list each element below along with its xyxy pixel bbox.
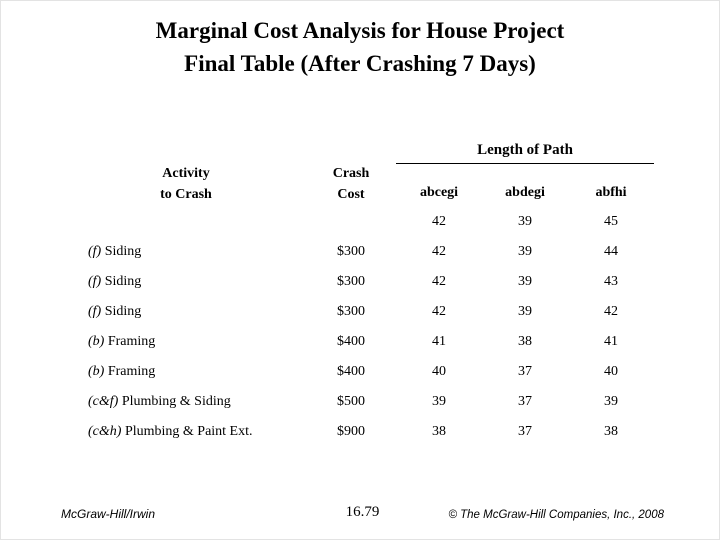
activity-name: Framing	[104, 334, 156, 349]
cost-cell: $400	[337, 364, 365, 379]
header-activity-line2: to Crash	[160, 187, 212, 202]
header-activity-line1: Activity	[162, 166, 210, 181]
activity-prefix: (f)	[88, 304, 102, 319]
activity-cell: (b) Framing	[66, 357, 306, 387]
path-cell: 42	[432, 304, 446, 319]
path-cell: 43	[604, 274, 618, 289]
header-cost-line1: Crash	[332, 166, 370, 181]
activity-prefix: (c&h)	[88, 424, 122, 439]
path-cell: 39	[518, 244, 532, 259]
path-cell: 42	[432, 244, 446, 259]
activity-prefix: (c&f)	[88, 394, 119, 409]
header-row-paths: abcegi abdegi abfhi	[66, 163, 654, 207]
path-cell: 39	[432, 394, 446, 409]
cost-cell: $300	[337, 304, 365, 319]
slide-title-line1: Marginal Cost Analysis for House Project	[155, 18, 565, 43]
path-cell: 39	[604, 394, 618, 409]
path-cell: 38	[604, 424, 618, 439]
header-path-abdegi: abdegi	[505, 185, 545, 200]
activity-name: Plumbing & Paint Ext.	[121, 424, 253, 439]
path-cell: 39	[518, 214, 532, 229]
activity-cell: (c&h) Plumbing & Paint Ext.	[66, 417, 306, 447]
table-row: (b) Framing $400 41 38 41	[66, 327, 654, 357]
cost-cell: $900	[337, 424, 365, 439]
activity-prefix: (f)	[88, 244, 102, 259]
activity-cell	[66, 207, 306, 237]
slide-footer: McGraw-Hill/Irwin 16.79 © The McGraw-Hil…	[61, 503, 664, 521]
path-cell: 40	[432, 364, 446, 379]
path-cell: 37	[518, 394, 532, 409]
slide-title: Marginal Cost Analysis for House Project…	[1, 1, 719, 81]
activity-cell: (f) Siding	[66, 237, 306, 267]
activity-name: Framing	[104, 364, 156, 379]
activity-cell: (b) Framing	[66, 327, 306, 357]
activity-prefix: (b)	[88, 364, 105, 379]
path-cell: 42	[432, 214, 446, 229]
page-number: 16.79	[345, 504, 380, 520]
activity-name: Siding	[101, 304, 142, 319]
path-cell: 37	[518, 424, 532, 439]
header-path-abfhi: abfhi	[595, 185, 627, 200]
cost-cell	[306, 207, 396, 237]
activity-name: Siding	[101, 274, 142, 289]
table-row: (f) Siding $300 42 39 43	[66, 267, 654, 297]
table-row: (b) Framing $400 40 37 40	[66, 357, 654, 387]
table-row: (f) Siding $300 42 39 44	[66, 237, 654, 267]
table-row: (c&f) Plumbing & Siding $500 39 37 39	[66, 387, 654, 417]
path-cell: 37	[518, 364, 532, 379]
header-row-group: Activity to Crash Crash Cost Length of P…	[66, 135, 654, 202]
path-cell: 41	[604, 334, 618, 349]
table-row: 42 39 45	[66, 207, 654, 237]
slide-title-line2: Final Table (After Crashing 7 Days)	[184, 51, 536, 77]
activity-name: Plumbing & Siding	[118, 394, 231, 409]
cost-cell: $300	[337, 274, 365, 289]
activity-name: Siding	[101, 244, 142, 259]
cost-cell: $400	[337, 334, 365, 349]
header-cost-line2: Cost	[337, 187, 365, 202]
activity-cell: (f) Siding	[66, 297, 306, 327]
path-cell: 38	[432, 424, 446, 439]
path-cell: 39	[518, 274, 532, 289]
activity-prefix: (b)	[88, 334, 105, 349]
cost-cell: $300	[337, 244, 365, 259]
table-row: (c&h) Plumbing & Paint Ext. $900 38 37 3…	[66, 417, 654, 447]
table-row: (f) Siding $300 42 39 42	[66, 297, 654, 327]
header-path-abcegi: abcegi	[419, 185, 459, 200]
footer-brand: McGraw-Hill/Irwin	[61, 507, 155, 521]
header-activity-to-crash: Activity to Crash	[66, 135, 306, 207]
header-length-of-path: Length of Path	[396, 135, 654, 164]
cost-cell: $500	[337, 394, 365, 409]
activity-cell: (f) Siding	[66, 267, 306, 297]
path-cell: 44	[604, 244, 618, 259]
footer-copyright: © The McGraw-Hill Companies, Inc., 2008	[448, 509, 664, 521]
path-cell: 39	[518, 304, 532, 319]
activity-cell: (c&f) Plumbing & Siding	[66, 387, 306, 417]
path-cell: 41	[432, 334, 446, 349]
header-crash-cost: Crash Cost	[306, 135, 396, 207]
marginal-cost-table: Activity to Crash Crash Cost Length of P…	[66, 135, 654, 447]
path-cell: 38	[518, 334, 532, 349]
path-cell: 42	[604, 304, 618, 319]
activity-prefix: (f)	[88, 274, 102, 289]
path-cell: 40	[604, 364, 618, 379]
path-cell: 45	[604, 214, 618, 229]
path-cell: 42	[432, 274, 446, 289]
